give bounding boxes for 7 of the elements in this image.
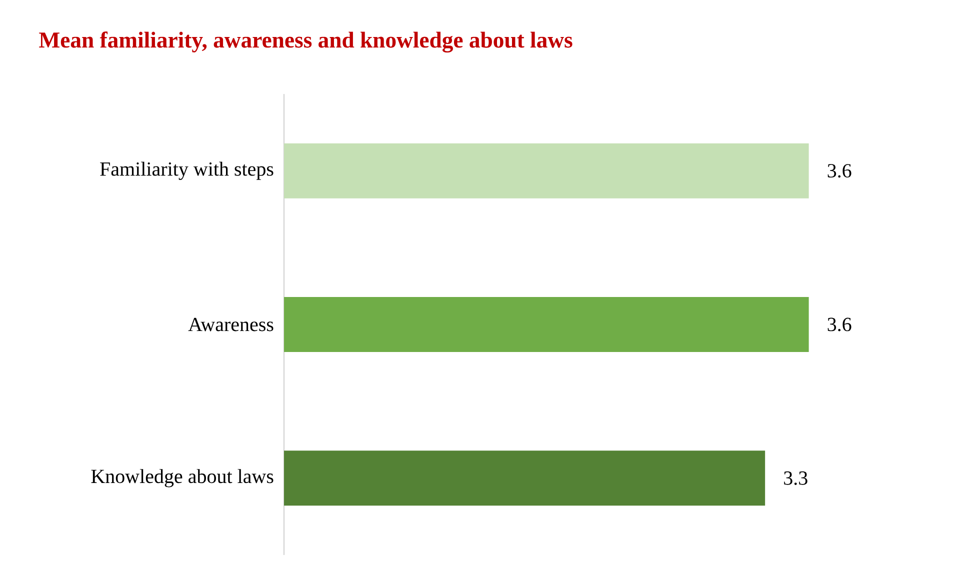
y-tick-label: Knowledge about laws [91,469,274,488]
chart-title: Mean familiarity, awareness and knowledge about laws [39,32,572,52]
data-label: 3.6 [828,164,852,178]
y-tick-label: Familiarity with steps [100,162,274,180]
data-label: 3.6 [828,318,852,332]
y-tick-label: Awareness [188,318,274,332]
data-label: 3.3 [784,471,808,485]
